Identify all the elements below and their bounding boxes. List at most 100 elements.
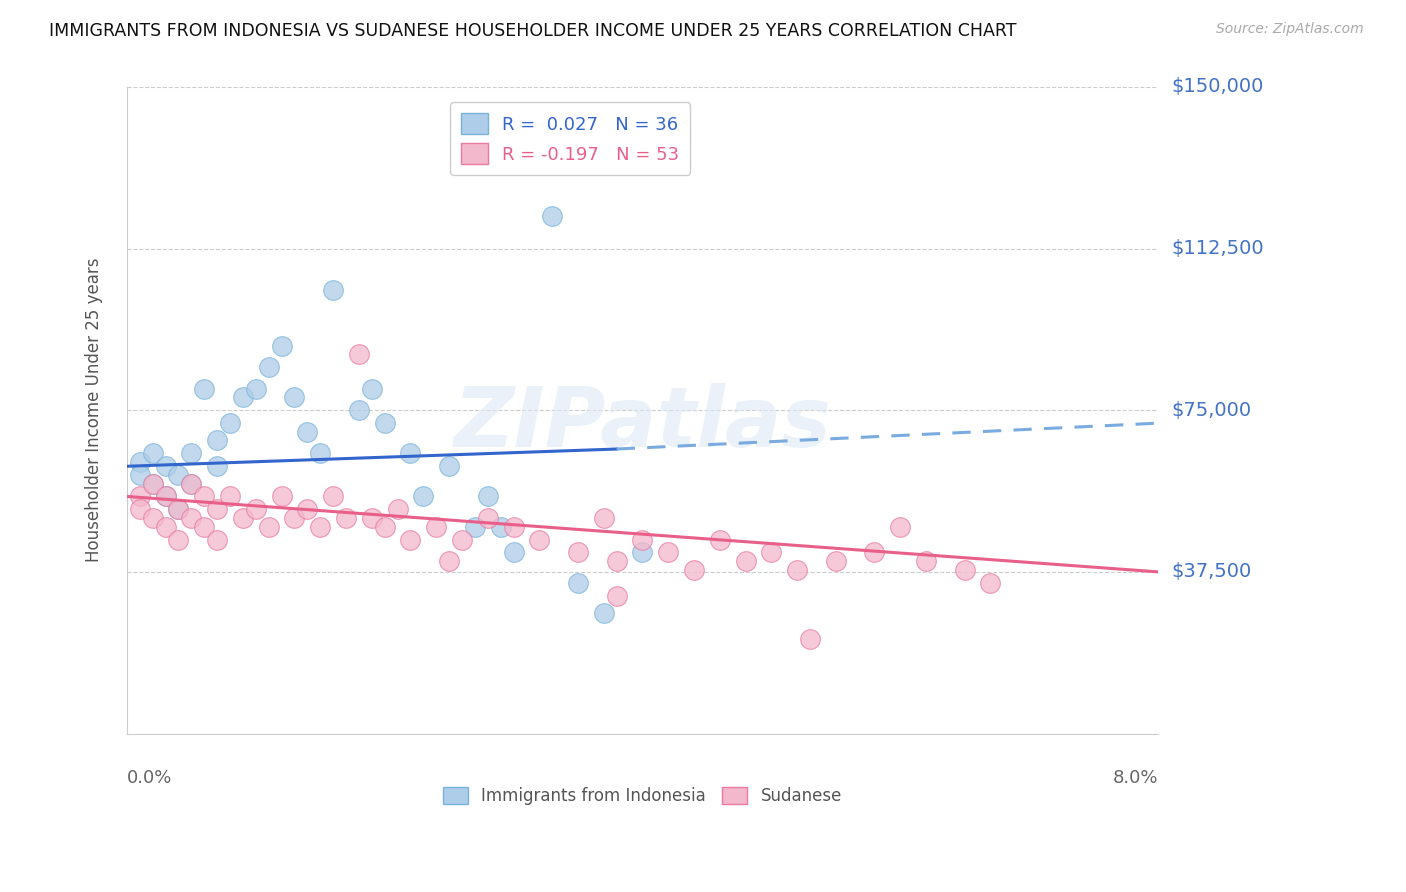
Point <box>219 490 242 504</box>
Point <box>592 606 614 620</box>
Point <box>347 403 370 417</box>
Point <box>257 360 280 375</box>
Point <box>374 519 396 533</box>
Point <box>979 575 1001 590</box>
Point <box>167 467 190 482</box>
Point <box>297 425 319 439</box>
Text: $75,000: $75,000 <box>1171 401 1251 420</box>
Point <box>889 519 911 533</box>
Point <box>799 632 821 646</box>
Point <box>399 533 422 547</box>
Point <box>824 554 846 568</box>
Point <box>205 502 228 516</box>
Point <box>128 502 150 516</box>
Point <box>683 563 706 577</box>
Point <box>232 390 254 404</box>
Point <box>270 338 292 352</box>
Point <box>437 554 460 568</box>
Text: Source: ZipAtlas.com: Source: ZipAtlas.com <box>1216 22 1364 37</box>
Point <box>477 511 499 525</box>
Text: $112,500: $112,500 <box>1171 239 1264 258</box>
Point <box>180 511 202 525</box>
Point <box>155 490 177 504</box>
Point <box>360 511 382 525</box>
Point <box>180 476 202 491</box>
Point <box>128 490 150 504</box>
Point <box>245 502 267 516</box>
Point <box>193 490 215 504</box>
Point <box>387 502 409 516</box>
Point <box>451 533 474 547</box>
Point <box>142 476 165 491</box>
Point <box>734 554 756 568</box>
Point <box>425 519 447 533</box>
Point <box>631 545 654 559</box>
Point <box>219 416 242 430</box>
Text: ZIPatlas: ZIPatlas <box>454 383 831 464</box>
Point <box>128 467 150 482</box>
Point <box>180 446 202 460</box>
Point <box>309 446 332 460</box>
Point <box>322 490 344 504</box>
Legend: Immigrants from Indonesia, Sudanese: Immigrants from Indonesia, Sudanese <box>436 780 849 812</box>
Point <box>128 455 150 469</box>
Point <box>374 416 396 430</box>
Point <box>606 589 628 603</box>
Point <box>205 533 228 547</box>
Point <box>502 545 524 559</box>
Point <box>567 575 589 590</box>
Point <box>489 519 512 533</box>
Point <box>205 459 228 474</box>
Point <box>335 511 357 525</box>
Point <box>180 476 202 491</box>
Point <box>309 519 332 533</box>
Point <box>464 519 486 533</box>
Point <box>915 554 938 568</box>
Point <box>786 563 808 577</box>
Point <box>863 545 886 559</box>
Point <box>167 502 190 516</box>
Point <box>953 563 976 577</box>
Point <box>232 511 254 525</box>
Text: $37,500: $37,500 <box>1171 562 1253 582</box>
Point <box>270 490 292 504</box>
Point <box>709 533 731 547</box>
Point <box>155 490 177 504</box>
Point <box>155 459 177 474</box>
Point <box>541 209 564 223</box>
Text: $150,000: $150,000 <box>1171 78 1264 96</box>
Point <box>631 533 654 547</box>
Point <box>142 446 165 460</box>
Point <box>477 490 499 504</box>
Point <box>322 283 344 297</box>
Point <box>167 502 190 516</box>
Text: IMMIGRANTS FROM INDONESIA VS SUDANESE HOUSEHOLDER INCOME UNDER 25 YEARS CORRELAT: IMMIGRANTS FROM INDONESIA VS SUDANESE HO… <box>49 22 1017 40</box>
Point <box>257 519 280 533</box>
Point <box>529 533 551 547</box>
Point <box>592 511 614 525</box>
Point <box>155 519 177 533</box>
Point <box>567 545 589 559</box>
Point <box>283 390 305 404</box>
Point <box>502 519 524 533</box>
Point <box>205 434 228 448</box>
Point <box>283 511 305 525</box>
Point <box>412 490 434 504</box>
Point <box>193 382 215 396</box>
Point <box>657 545 679 559</box>
Point <box>347 347 370 361</box>
Point <box>142 511 165 525</box>
Text: 8.0%: 8.0% <box>1112 769 1159 787</box>
Point <box>437 459 460 474</box>
Text: 0.0%: 0.0% <box>127 769 173 787</box>
Y-axis label: Householder Income Under 25 years: Householder Income Under 25 years <box>86 258 103 563</box>
Point <box>142 476 165 491</box>
Point <box>193 519 215 533</box>
Point <box>606 554 628 568</box>
Point <box>245 382 267 396</box>
Point <box>167 533 190 547</box>
Point <box>360 382 382 396</box>
Point <box>399 446 422 460</box>
Point <box>297 502 319 516</box>
Point <box>761 545 783 559</box>
